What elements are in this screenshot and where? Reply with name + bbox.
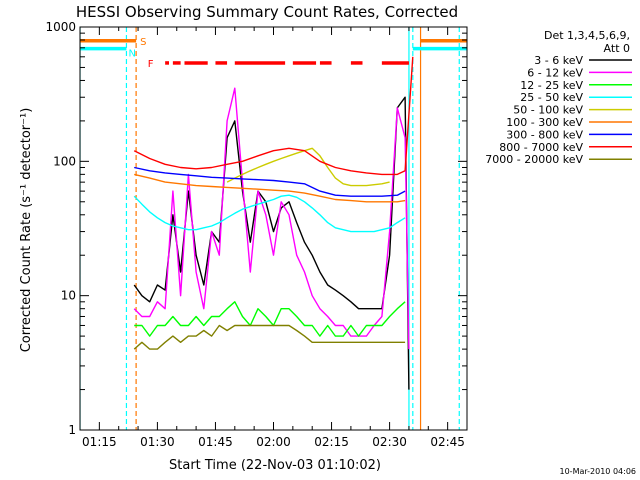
legend-label-3: 25 - 50 keV xyxy=(520,91,583,104)
legend-label-6: 300 - 800 keV xyxy=(506,128,583,141)
series-line-3 xyxy=(133,194,406,233)
series-line-1 xyxy=(133,87,410,350)
x-tick-label-4: 02:15 xyxy=(314,435,349,449)
y-tick-label-0: 1 xyxy=(68,423,76,437)
y-axis: 1 10 100 1000 xyxy=(45,20,467,437)
y-tick-label-2: 100 xyxy=(53,154,76,168)
legend-label-5: 100 - 300 keV xyxy=(506,116,583,129)
legend-label-8: 7000 - 20000 keV xyxy=(485,153,583,166)
y-tick-label-1: 10 xyxy=(61,289,76,303)
legend-label-7: 800 - 7000 keV xyxy=(499,141,583,154)
status-label-n: N xyxy=(128,49,135,60)
legend-header-line-1: Det 1,3,4,5,6,9, xyxy=(544,29,630,42)
series-line-8 xyxy=(133,324,406,350)
x-tick-label-3: 02:00 xyxy=(256,435,291,449)
series-line-2 xyxy=(134,301,406,337)
series-line-4 xyxy=(226,147,390,187)
legend-header-line-2: Att 0 xyxy=(604,42,630,55)
legend-label-4: 50 - 100 keV xyxy=(513,104,583,117)
legend-label-1: 6 - 12 keV xyxy=(527,66,583,79)
legend-label-2: 12 - 25 keV xyxy=(520,79,583,92)
legend-label-0: 3 - 6 keV xyxy=(534,54,583,67)
series-line-5 xyxy=(134,173,406,203)
x-axis: 01:15 01:30 01:45 02:00 02:15 02:30 02:45 xyxy=(79,27,468,449)
x-tick-label-0: 01:15 xyxy=(82,435,117,449)
series-line-7 xyxy=(133,56,414,176)
x-tick-label-1: 01:30 xyxy=(140,435,175,449)
x-tick-label-2: 01:45 xyxy=(198,435,233,449)
y-axis-label: Corrected Count Rate (s⁻¹ detector⁻¹) xyxy=(19,108,34,353)
status-label-s: S xyxy=(140,37,146,48)
chart-title: HESSI Observing Summary Count Rates, Cor… xyxy=(76,3,458,21)
x-tick-label-6: 02:45 xyxy=(430,435,465,449)
footer-timestamp: 10-Mar-2010 04:06 xyxy=(560,467,637,476)
x-tick-label-5: 02:30 xyxy=(372,435,407,449)
x-axis-label: Start Time (22-Nov-03 01:10:02) xyxy=(169,458,381,473)
series-line-6 xyxy=(134,166,406,197)
status-label-f: F xyxy=(148,59,154,70)
plot-area xyxy=(80,27,467,430)
y-tick-label-3: 1000 xyxy=(45,20,76,34)
series-line-0 xyxy=(133,96,410,390)
